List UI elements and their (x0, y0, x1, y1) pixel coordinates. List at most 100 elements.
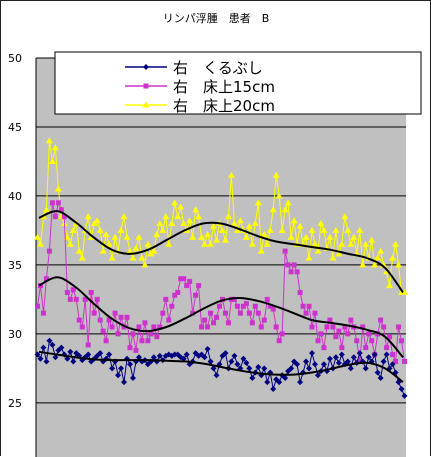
data-point (51, 144, 59, 151)
data-point (386, 282, 394, 289)
data-point (381, 324, 387, 330)
data-point (396, 324, 402, 330)
legend-label: 右 床上15cm (173, 78, 275, 96)
data-point (204, 231, 212, 238)
data-point (234, 303, 240, 309)
data-point (291, 262, 297, 268)
data-point (218, 226, 226, 233)
data-point (269, 206, 277, 213)
data-point (99, 247, 107, 254)
data-point (85, 342, 91, 348)
data-point (395, 261, 403, 268)
data-point (356, 350, 363, 357)
data-point (204, 346, 211, 353)
series-layer (33, 137, 409, 399)
data-point (198, 233, 206, 240)
data-point (64, 289, 70, 295)
series-line (37, 140, 405, 293)
data-point (115, 372, 122, 379)
data-point (157, 324, 163, 330)
data-point (383, 351, 390, 358)
data-point (180, 220, 188, 227)
data-point (183, 351, 190, 358)
data-point (150, 247, 158, 254)
data-point (121, 379, 128, 386)
data-point (284, 199, 292, 206)
data-point (326, 233, 334, 240)
data-point (320, 361, 327, 368)
data-point (106, 317, 112, 323)
data-point (365, 354, 372, 361)
chart-title: リンパ浮腫 患者 B (163, 11, 270, 25)
data-point (302, 233, 310, 240)
data-point (130, 331, 136, 337)
data-point (120, 213, 128, 220)
data-point (384, 345, 390, 351)
data-point (221, 236, 229, 243)
data-point (236, 217, 244, 224)
data-point (242, 233, 250, 240)
data-point (33, 233, 41, 240)
data-point (326, 355, 333, 362)
data-point (69, 226, 77, 233)
data-point (341, 213, 349, 220)
data-point (288, 365, 295, 372)
data-point (49, 341, 56, 348)
data-point (264, 296, 270, 302)
data-point (48, 157, 56, 164)
data-point (243, 359, 250, 366)
data-point (127, 345, 133, 351)
data-point (272, 171, 280, 178)
data-point (390, 352, 396, 358)
data-point (144, 240, 152, 247)
data-point (52, 214, 58, 220)
data-point (306, 365, 313, 372)
data-point (308, 226, 316, 233)
data-point (207, 358, 214, 365)
y-tick-label: 45 (8, 121, 22, 134)
data-point (160, 310, 166, 316)
data-point (356, 226, 364, 233)
y-tick-label: 25 (8, 397, 22, 410)
data-point (163, 296, 169, 302)
y-tick-label: 50 (8, 52, 22, 65)
trend-20cm (38, 210, 404, 294)
data-point (257, 247, 265, 254)
data-point (401, 392, 408, 399)
data-point (123, 233, 131, 240)
data-point (389, 361, 396, 368)
trend-ankle (38, 350, 404, 383)
legend-entry: 右 くるぶし (125, 59, 263, 77)
data-point (43, 276, 49, 282)
data-point (210, 222, 218, 229)
data-point (240, 303, 246, 309)
trend-15cm (38, 276, 404, 358)
data-point (139, 338, 145, 344)
data-point (350, 233, 358, 240)
data-point (202, 317, 208, 323)
data-point (184, 283, 190, 289)
data-point (258, 324, 264, 330)
data-point (266, 226, 274, 233)
data-point (324, 324, 330, 330)
y-tick-label: 40 (8, 190, 22, 203)
data-point (336, 328, 342, 334)
data-point (143, 83, 149, 89)
data-point (91, 310, 97, 316)
data-point (333, 334, 339, 340)
data-point (350, 354, 357, 361)
data-point (49, 200, 55, 206)
data-point (374, 254, 382, 261)
data-point (255, 363, 262, 370)
data-point (207, 240, 215, 247)
data-point (82, 296, 88, 302)
data-point (189, 233, 197, 240)
data-point (87, 233, 95, 240)
data-point (174, 213, 182, 220)
data-point (335, 250, 343, 257)
data-point (345, 331, 351, 337)
trendline-layer (38, 210, 404, 383)
data-point (243, 301, 249, 307)
